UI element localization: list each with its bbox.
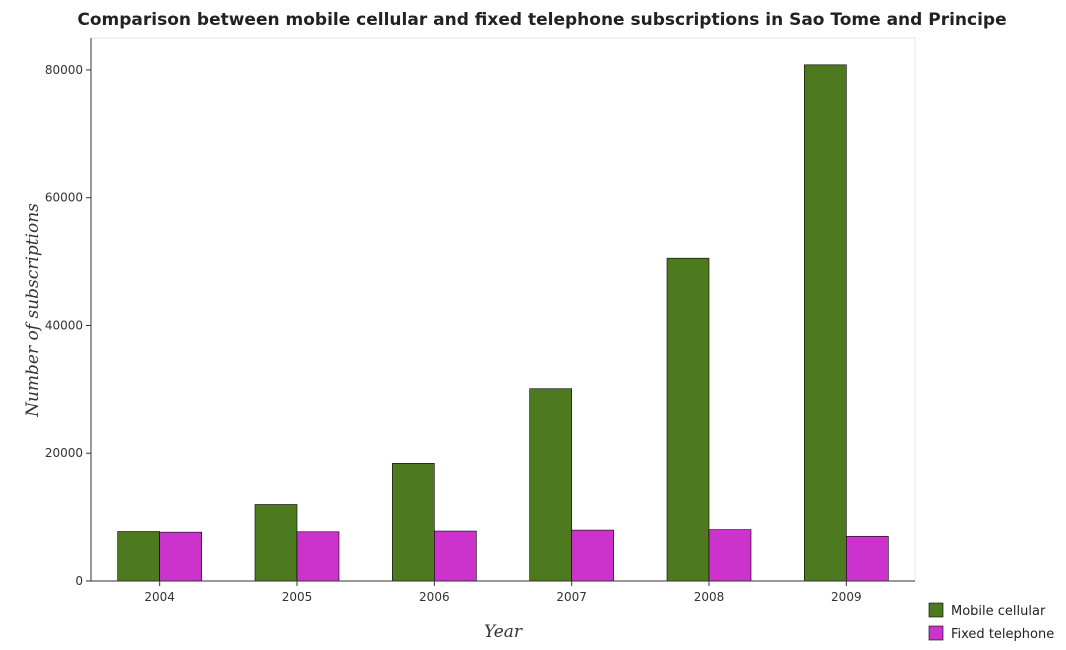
x-ticks-group: 2004 2005 2006 2007 2008 2009 (144, 581, 862, 604)
bar-mobile-cellular-2007 (529, 388, 572, 582)
plot-area (90, 37, 916, 582)
bar-fixed-telephone-2008 (708, 529, 752, 582)
legend: Mobile cellular Fixed telephone (928, 602, 1054, 642)
bar-mobile-cellular-2009 (804, 64, 847, 582)
x-tick-label: 2005 (282, 590, 313, 604)
x-tick-label: 2008 (694, 590, 725, 604)
legend-label: Fixed telephone (951, 627, 1054, 642)
y-tick-label: 20000 (45, 446, 83, 460)
legend-label: Mobile cellular (951, 604, 1046, 619)
bar-fixed-telephone-2009 (846, 535, 889, 582)
x-tick-label: 2009 (831, 590, 862, 604)
bar-mobile-cellular-2008 (666, 257, 710, 582)
x-tick-label: 2004 (144, 590, 175, 604)
chart-title: Comparison between mobile cellular and f… (77, 10, 1006, 30)
bars-group (117, 64, 889, 582)
x-axis-label: Year (484, 622, 523, 642)
bar-fixed-telephone-2005 (296, 531, 340, 582)
y-axis-label: Number of subscriptions (23, 203, 43, 418)
bar-fixed-telephone-2006 (434, 530, 477, 582)
bar-fixed-telephone-2007 (571, 529, 614, 582)
y-tick-label: 60000 (45, 191, 83, 205)
y-tick-label: 0 (75, 574, 83, 588)
x-tick-label: 2007 (556, 590, 587, 604)
bar-mobile-cellular-2006 (392, 463, 435, 582)
bar-mobile-cellular-2005 (254, 504, 298, 582)
bar-fixed-telephone-2004 (159, 531, 202, 582)
legend-swatch (928, 602, 944, 618)
x-tick-label: 2006 (419, 590, 450, 604)
y-tick-label: 80000 (45, 63, 83, 77)
y-tick-label: 40000 (45, 318, 83, 332)
bar-mobile-cellular-2004 (117, 531, 160, 582)
y-ticks-group: 0 20000 40000 60000 80000 (45, 63, 91, 588)
legend-swatch (928, 625, 944, 641)
